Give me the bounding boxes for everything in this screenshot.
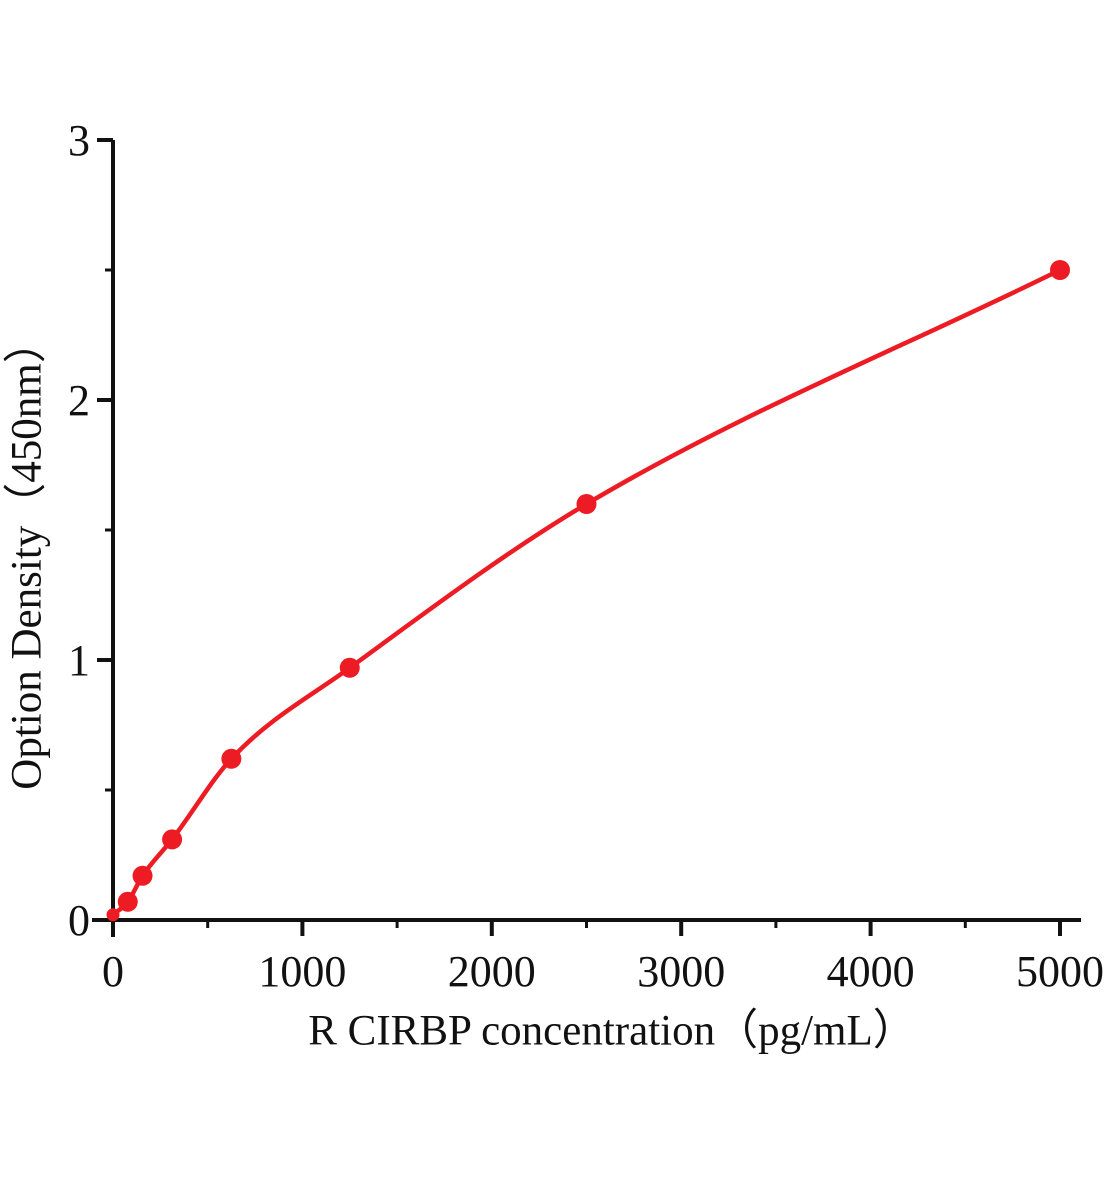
data-points	[106, 260, 1070, 922]
axes	[92, 140, 1081, 937]
data-point-marker	[339, 657, 360, 678]
data-point-marker	[221, 748, 242, 769]
standard-curve-line	[110, 267, 1063, 918]
y-tick-label: 1	[68, 636, 90, 685]
x-tick-label: 0	[102, 947, 124, 996]
y-tick-label: 0	[68, 896, 90, 945]
y-tick-label: 2	[68, 376, 90, 425]
data-point-marker	[576, 494, 597, 514]
x-tick-label: 1000	[258, 947, 346, 996]
x-tick-label: 3000	[637, 947, 725, 996]
y-tick-label: 3	[68, 116, 90, 165]
y-axis-title: Option Density（450nm）	[4, 320, 51, 789]
data-point-marker	[162, 829, 183, 850]
data-point-marker	[117, 891, 138, 912]
axis-ticks	[97, 138, 1062, 936]
y-tick-labels: 0 1 2 3	[68, 116, 90, 945]
x-tick-labels: 0 1000 2000 3000 4000 5000	[102, 947, 1104, 996]
data-point-marker	[1050, 260, 1070, 280]
x-tick-label: 4000	[827, 947, 915, 996]
x-axis-title: R CIRBP concentration（pg/mL）	[308, 1008, 916, 1055]
data-point-marker	[106, 908, 120, 922]
data-point-marker	[132, 865, 153, 886]
x-tick-label: 2000	[448, 947, 536, 996]
x-tick-label: 5000	[1016, 947, 1104, 996]
fitted-curve	[110, 267, 1063, 918]
